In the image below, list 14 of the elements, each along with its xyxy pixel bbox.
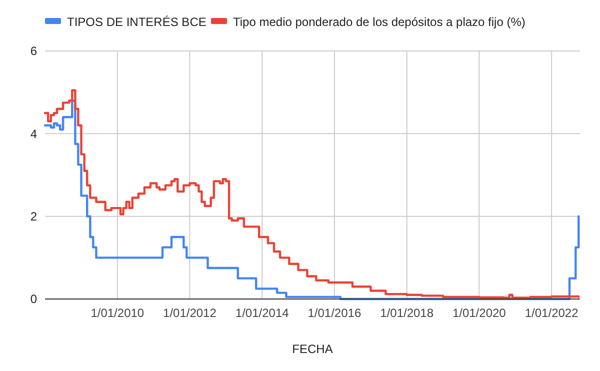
y-tick-label: 2	[30, 210, 38, 224]
x-tick-label: 1/01/2020	[452, 306, 506, 320]
legend-label: Tipo medio ponderado de los depósitos a plazo fijo (%)	[233, 15, 526, 30]
y-tick-label: 0	[30, 292, 38, 306]
y-tick-label: 4	[30, 126, 38, 141]
y-tick-label: 6	[30, 44, 38, 58]
legend-label: TIPOS DE INTERÉS BCE	[67, 15, 206, 30]
x-tick-label: 1/01/2016	[308, 306, 362, 320]
x-tick-label: 1/01/2014	[235, 306, 290, 320]
x-tick-label: 1/01/2012	[163, 306, 217, 320]
x-tick-label: 1/01/2022	[524, 306, 579, 320]
x-tick-label: 1/01/2018	[380, 306, 434, 320]
x-tick-label: 1/01/2010	[90, 306, 144, 320]
x-axis-title: FECHA	[292, 342, 333, 356]
